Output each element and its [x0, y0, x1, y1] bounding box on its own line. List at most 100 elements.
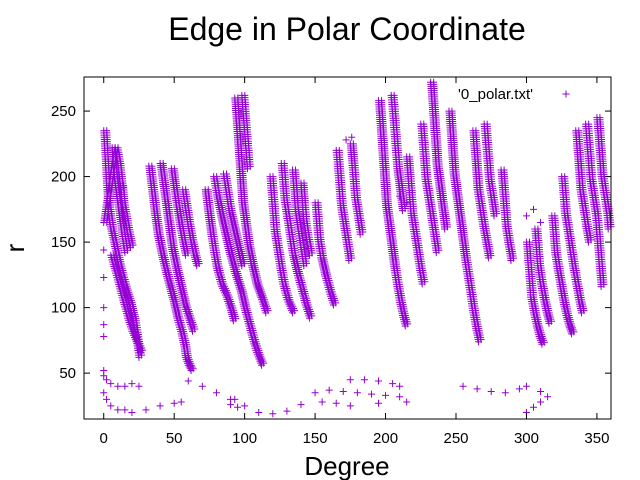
- data-point: [522, 212, 530, 220]
- data-point: [487, 387, 495, 395]
- data-points: [100, 78, 615, 418]
- data-point: [100, 321, 108, 329]
- legend: '0_polar.txt': [458, 86, 570, 103]
- data-point: [198, 382, 206, 390]
- data-point: [305, 251, 313, 259]
- data-point: [300, 262, 308, 270]
- x-tick-label: 100: [232, 430, 257, 447]
- chart-title: Edge in Polar Coordinate: [168, 11, 526, 47]
- data-point: [114, 382, 122, 390]
- y-tick-label: 200: [51, 169, 76, 186]
- x-tick-label: 50: [166, 430, 183, 447]
- y-tick-label: 150: [51, 234, 76, 251]
- data-point: [121, 406, 129, 414]
- data-point: [241, 402, 249, 410]
- data-point: [544, 393, 552, 401]
- data-point: [231, 395, 239, 403]
- data-point: [459, 382, 467, 390]
- data-point: [360, 376, 368, 384]
- data-point: [243, 165, 251, 173]
- data-point: [193, 262, 201, 270]
- data-point: [107, 380, 115, 388]
- x-tick-label: 250: [443, 430, 468, 447]
- data-point: [262, 309, 270, 317]
- data-point: [114, 406, 122, 414]
- data-point: [136, 348, 144, 356]
- data-point: [339, 387, 347, 395]
- data-point: [255, 408, 263, 416]
- data-point: [212, 389, 220, 397]
- data-point: [258, 361, 266, 369]
- data-point: [227, 401, 235, 409]
- data-point: [297, 401, 305, 409]
- data-point: [100, 273, 108, 281]
- data-point: [522, 382, 530, 390]
- data-point: [127, 243, 134, 251]
- data-point: [187, 367, 195, 375]
- data-point: [530, 205, 537, 213]
- data-point: [100, 332, 108, 340]
- data-point: [107, 402, 115, 410]
- data-point: [382, 391, 390, 399]
- data-point: [403, 398, 411, 406]
- x-tick-label: 200: [373, 430, 398, 447]
- data-point: [238, 262, 246, 270]
- data-point: [530, 403, 537, 411]
- y-tick-label: 50: [59, 365, 76, 382]
- legend-label: '0_polar.txt': [458, 86, 533, 103]
- data-point: [537, 387, 545, 395]
- data-point: [177, 398, 185, 406]
- data-point: [117, 186, 125, 194]
- data-point: [367, 390, 375, 398]
- data-point: [156, 402, 164, 410]
- data-point: [128, 408, 136, 416]
- data-point: [396, 382, 404, 390]
- data-point: [389, 380, 397, 388]
- data-point: [346, 376, 354, 384]
- data-point: [135, 353, 143, 361]
- data-point: [311, 389, 319, 397]
- data-point: [100, 389, 108, 397]
- data-point: [396, 393, 404, 401]
- x-tick-label: 300: [514, 430, 539, 447]
- legend-marker-plus: [562, 90, 570, 98]
- data-point: [181, 251, 189, 259]
- data-point: [103, 395, 111, 403]
- data-point: [537, 218, 545, 226]
- data-point: [283, 407, 291, 415]
- y-tick-label: 100: [51, 300, 76, 317]
- data-point: [269, 410, 277, 418]
- data-point: [353, 389, 361, 397]
- data-point: [375, 377, 382, 385]
- data-point: [100, 304, 108, 312]
- data-point: [184, 377, 192, 385]
- data-point: [305, 314, 313, 322]
- data-point: [318, 398, 326, 406]
- data-point: [128, 380, 136, 388]
- data-point: [189, 327, 196, 335]
- legend-marker-glyph: [562, 90, 570, 98]
- data-point: [135, 382, 143, 390]
- data-point: [142, 406, 150, 414]
- data-point: [375, 399, 382, 407]
- x-axis-label: Degree: [304, 451, 389, 480]
- data-point: [515, 385, 523, 393]
- data-point: [229, 317, 237, 325]
- y-tick-label: 250: [51, 103, 76, 120]
- data-point: [289, 309, 297, 317]
- data-point: [346, 402, 354, 410]
- x-tick-label: 150: [303, 430, 328, 447]
- x-tick-label: 350: [584, 430, 609, 447]
- y-axis-label: r: [0, 243, 30, 252]
- data-point: [501, 389, 509, 397]
- data-point: [170, 399, 178, 407]
- data-point: [234, 403, 242, 411]
- data-point: [325, 386, 333, 394]
- data-point: [121, 382, 129, 390]
- data-point: [537, 398, 545, 406]
- data-point: [473, 385, 481, 393]
- data-point: [332, 399, 340, 407]
- x-tick-label: 0: [100, 430, 108, 447]
- data-point: [100, 246, 108, 254]
